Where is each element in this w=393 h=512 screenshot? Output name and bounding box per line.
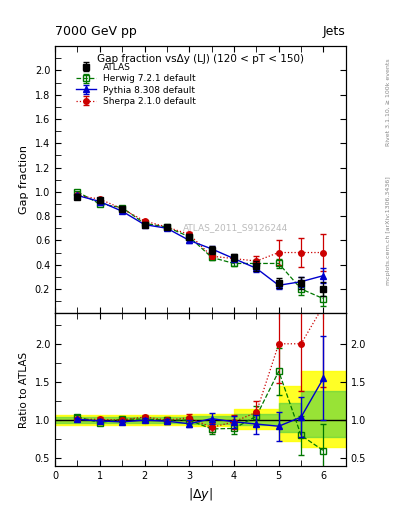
Legend: ATLAS, Herwig 7.2.1 default, Pythia 8.308 default, Sherpa 2.1.0 default: ATLAS, Herwig 7.2.1 default, Pythia 8.30… <box>71 58 200 111</box>
Text: 7000 GeV pp: 7000 GeV pp <box>55 26 137 38</box>
Y-axis label: Gap fraction: Gap fraction <box>19 145 29 214</box>
Text: ATLAS_2011_S9126244: ATLAS_2011_S9126244 <box>183 223 288 232</box>
Text: Jets: Jets <box>323 26 346 38</box>
Text: Gap fraction vsΔy (LJ) (120 < pT < 150): Gap fraction vsΔy (LJ) (120 < pT < 150) <box>97 54 304 64</box>
Y-axis label: Ratio to ATLAS: Ratio to ATLAS <box>19 352 29 428</box>
Text: Rivet 3.1.10, ≥ 100k events: Rivet 3.1.10, ≥ 100k events <box>386 58 391 146</box>
Text: mcplots.cern.ch [arXiv:1306.3436]: mcplots.cern.ch [arXiv:1306.3436] <box>386 176 391 285</box>
X-axis label: $|\Delta y|$: $|\Delta y|$ <box>188 486 213 503</box>
